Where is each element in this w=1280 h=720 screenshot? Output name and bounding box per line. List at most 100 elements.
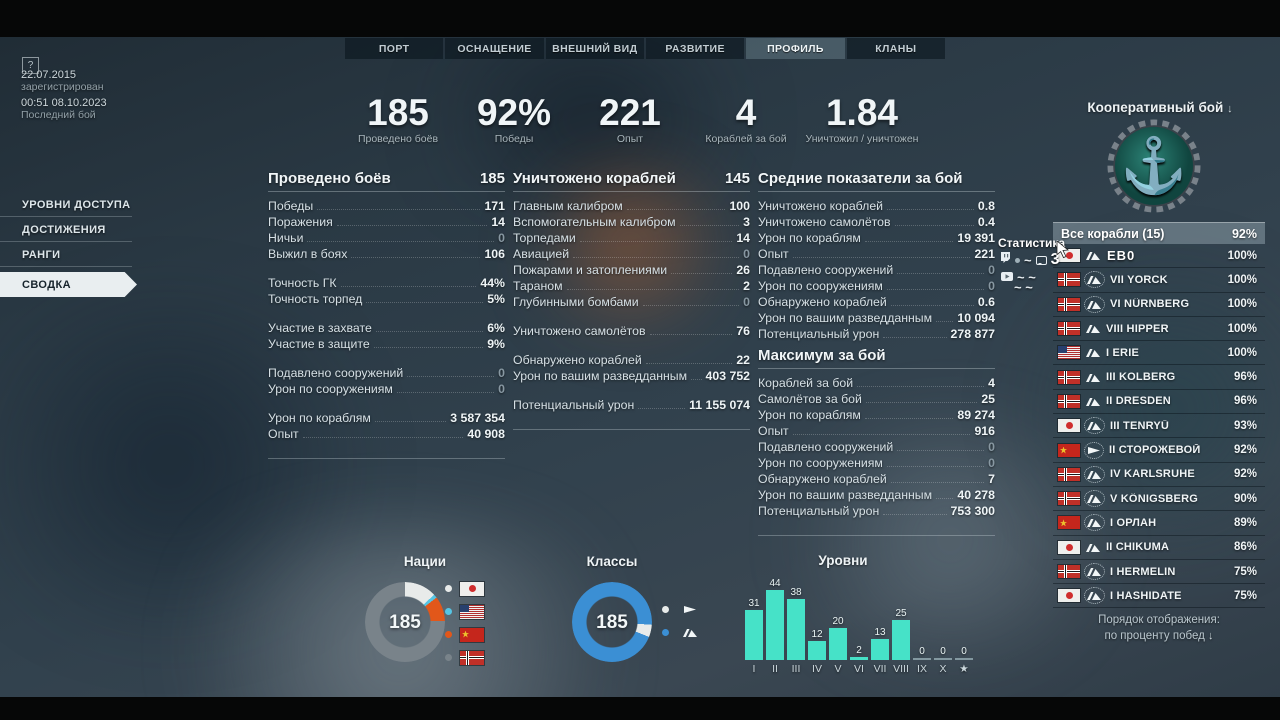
summary-ships-per-battle: 4 Кораблей за бой bbox=[688, 94, 804, 146]
stat-label: Опыт bbox=[758, 424, 789, 438]
ship-row[interactable]: I ОРЛАН 89% bbox=[1053, 511, 1265, 536]
tab-modules[interactable]: ОСНАЩЕНИЕ bbox=[445, 38, 544, 59]
help-button[interactable]: ? bbox=[22, 57, 39, 74]
sort-order-selector[interactable]: Порядок отображения: по проценту побед ↓ bbox=[1053, 612, 1265, 644]
bar bbox=[766, 589, 784, 660]
sidebar-item-ranks[interactable]: РАНГИ bbox=[0, 242, 137, 267]
tab-clans[interactable]: КЛАНЫ bbox=[846, 38, 945, 59]
tier-label: IV bbox=[812, 663, 822, 675]
flag-usa-icon bbox=[460, 604, 484, 619]
stat-label: Обнаружено кораблей bbox=[758, 472, 887, 486]
stat-label: Урон по вашим разведданным bbox=[758, 488, 933, 502]
ship-row[interactable]: III TENRYŪ 93% bbox=[1053, 414, 1265, 439]
chevron-down-icon: ↓ bbox=[1208, 630, 1214, 642]
sidebar-item-access-levels[interactable]: УРОВНИ ДОСТУПА bbox=[0, 192, 137, 217]
bar bbox=[829, 628, 847, 660]
ship-row[interactable]: I HERMELIN 75% bbox=[1053, 560, 1265, 585]
tab-port[interactable]: ПОРТ bbox=[345, 38, 444, 59]
stat-row: Кораблей за бой 4 bbox=[758, 376, 995, 392]
stat-row: Урон по вашим разведданным 40 278 bbox=[758, 488, 995, 504]
ship-row[interactable]: I HASHIDATE 75% bbox=[1053, 584, 1265, 609]
stat-row: Торпедами 14 bbox=[513, 231, 750, 247]
stat-value: 0 bbox=[743, 247, 750, 261]
dotted-leader bbox=[865, 402, 978, 403]
sidebar-item-achievements[interactable]: ДОСТИЖЕНИЯ bbox=[0, 217, 137, 242]
tier-bar-X: 0 bbox=[934, 646, 952, 660]
tiers-axis-labels: I II III IV V VI VII VIII IX X ★ bbox=[745, 663, 976, 675]
divider bbox=[0, 216, 132, 217]
stat-label: Главным калибром bbox=[513, 199, 623, 213]
flag-japan-icon bbox=[1058, 589, 1080, 603]
twitch-icon bbox=[1000, 251, 1011, 269]
stat-row: Подавлено сооружений 0 bbox=[758, 440, 995, 456]
ship-row[interactable]: II СТОРОЖЕВОЙ 92% bbox=[1053, 438, 1265, 463]
stat-value: 4 bbox=[988, 376, 995, 390]
ship-row[interactable]: III KOLBERG 96% bbox=[1053, 365, 1265, 390]
cruiser-class-icon bbox=[1086, 250, 1101, 261]
elite-wreath-icon bbox=[1084, 295, 1105, 313]
nav-tabs: ПОРТ ОСНАЩЕНИЕ ВНЕШНИЙ ВИД РАЗВИТИЕ ПРОФИЛЬ К… bbox=[345, 38, 945, 59]
summary-value: 92% bbox=[476, 92, 552, 133]
stat-row: Участие в захвате 6% bbox=[268, 321, 505, 337]
stat-group: Урон по кораблям 3 587 354 Опыт 40 908 bbox=[268, 411, 505, 443]
summary-label: Опыт bbox=[616, 133, 644, 145]
tier-bar-★: 0 bbox=[955, 646, 973, 660]
tab-profile[interactable]: ПРОФИЛЬ bbox=[746, 38, 845, 59]
stat-label: Вспомогательным калибром bbox=[513, 215, 676, 229]
ship-row[interactable]: I ERIE 100% bbox=[1053, 341, 1265, 366]
summary-battles-total: 185 Проведено боёв bbox=[340, 94, 456, 146]
summary-label: Уничтожил / уничтожен bbox=[805, 133, 919, 145]
ship-row[interactable]: II CHIKUMA 86% bbox=[1053, 536, 1265, 560]
tab-exterior[interactable]: ВНЕШНИЙ ВИД bbox=[545, 38, 644, 59]
chevron-down-icon: ↓ bbox=[1227, 103, 1233, 115]
ship-row[interactable]: V KÖNIGSBERG 90% bbox=[1053, 487, 1265, 512]
stat-value: 753 300 bbox=[950, 504, 995, 518]
flag-germany-icon bbox=[1058, 370, 1080, 384]
ship-name: VIII HIPPER bbox=[1106, 322, 1169, 335]
coop-battle-emblem: ⚓ bbox=[1104, 116, 1204, 216]
dot-icon bbox=[1015, 257, 1020, 263]
stat-row: Авиацией 0 bbox=[513, 247, 750, 263]
bar-value-label: 25 bbox=[895, 608, 907, 619]
dotted-leader bbox=[857, 386, 985, 387]
bar bbox=[871, 639, 889, 660]
dotted-leader bbox=[579, 241, 733, 242]
stats-column-battles: Проведено боёв 185 Победы 171 Поражения 14 Нич… bbox=[268, 170, 505, 459]
flag-germany-icon bbox=[1058, 322, 1080, 336]
anchor-icon: ⚓ bbox=[1120, 135, 1187, 196]
stat-row: Обнаружено кораблей 22 bbox=[513, 353, 750, 369]
ship-win-rate: 100% bbox=[1227, 273, 1257, 286]
stat-label: Участие в захвате bbox=[268, 321, 372, 335]
stat-label: Урон по вашим разведданным bbox=[758, 311, 933, 325]
ship-row[interactable]: VII YORCK 100% bbox=[1053, 268, 1265, 293]
cruiser-class-icon bbox=[1087, 493, 1102, 504]
tab-development[interactable]: РАЗВИТИЕ bbox=[645, 38, 745, 59]
squiggles: ~ ~ bbox=[1017, 269, 1036, 285]
elite-wreath-icon bbox=[1084, 465, 1105, 483]
stats-column-maximum: Максимум за бой Кораблей за бой 4 Самолётов… bbox=[758, 347, 995, 536]
stat-value: 3 587 354 bbox=[450, 411, 505, 425]
stat-label: Потенциальный урон bbox=[758, 327, 880, 341]
ship-name: II CHIKUMA bbox=[1106, 541, 1170, 554]
ship-row[interactable]: 100% bbox=[1053, 244, 1265, 269]
ship-row[interactable]: VI NÜRNBERG 100% bbox=[1053, 293, 1265, 317]
sidebar-item-summary[interactable]: СВОДКА bbox=[0, 272, 137, 297]
divider bbox=[0, 241, 132, 242]
ship-list-header[interactable]: Все корабли (15) 92% bbox=[1053, 222, 1265, 244]
stat-label: Урон по сооружениям bbox=[758, 279, 883, 293]
ship-win-rate: 75% bbox=[1233, 589, 1257, 602]
nations-donut-chart bbox=[365, 582, 445, 662]
ship-name: I ОРЛАН bbox=[1110, 516, 1157, 529]
ship-row[interactable]: IV KARLSRUHE 92% bbox=[1053, 463, 1265, 487]
ship-list-header-winrate: 92% bbox=[1231, 226, 1257, 241]
stat-label: Уничтожено кораблей bbox=[758, 199, 884, 213]
letterbox-top bbox=[0, 0, 1280, 37]
ship-row[interactable]: VIII HIPPER 100% bbox=[1053, 317, 1265, 342]
bar-value-label: 20 bbox=[832, 616, 844, 627]
dotted-leader bbox=[887, 209, 974, 210]
cruiser-class-icon bbox=[1086, 542, 1101, 553]
account-dates: 22.07.2015 зарегистрирован 00:51 08.10.2… bbox=[21, 65, 107, 121]
battle-type-selector[interactable]: Кооперативный бой ↓ bbox=[1055, 100, 1265, 115]
ship-row[interactable]: II DRESDEN 96% bbox=[1053, 390, 1265, 415]
